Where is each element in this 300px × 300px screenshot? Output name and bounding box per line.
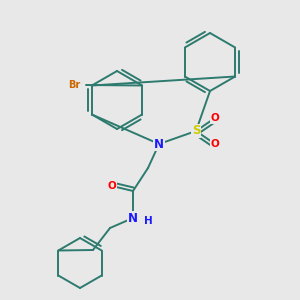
Text: N: N <box>154 137 164 151</box>
Text: S: S <box>192 124 200 137</box>
Text: H: H <box>144 216 152 226</box>
Text: Br: Br <box>68 80 80 90</box>
Text: O: O <box>211 113 219 123</box>
Text: O: O <box>108 181 116 191</box>
Text: N: N <box>128 212 138 224</box>
Text: O: O <box>211 139 219 149</box>
